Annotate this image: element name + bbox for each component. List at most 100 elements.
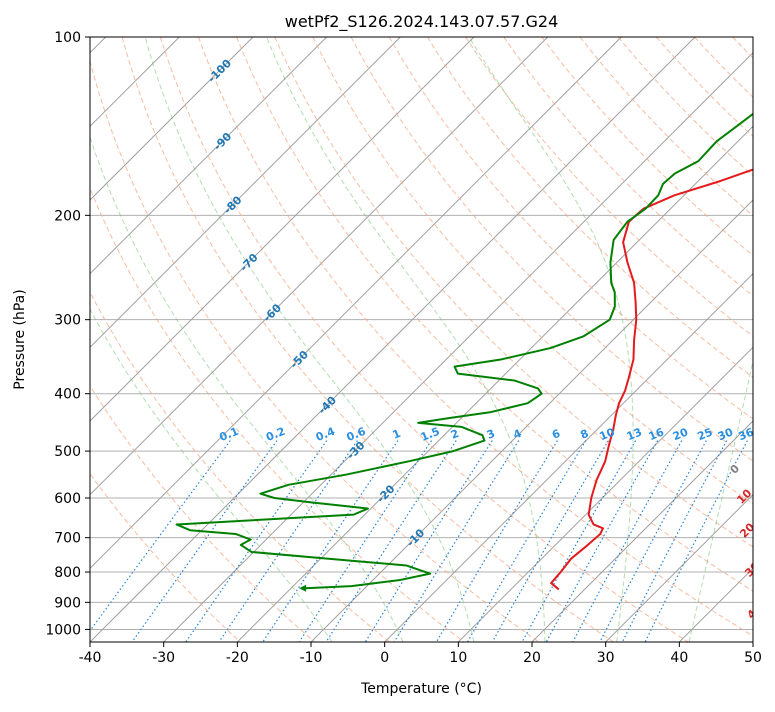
y-tick-label: 400 [54,387,81,403]
y-tick-label: 100 [54,30,81,46]
x-tick-label: -40 [79,650,102,666]
chart-title: wetPf2_S126.2024.143.07.57.G24 [285,12,559,32]
x-tick-label: -10 [300,650,323,666]
mixing-ratio-label: 20 [671,425,690,443]
x-tick-label: -20 [226,650,249,666]
mixing-ratio-label-group: 8 [579,427,591,442]
y-axis-label: Pressure (hPa) [12,289,28,389]
mixing-ratio-line [90,440,231,632]
mixing-ratio-label-group: 10 [598,425,617,443]
isotherm-line [90,37,254,201]
dry-adiabat [90,291,390,642]
isotherm-line [90,37,328,275]
mixing-ratio-label: 1 [391,427,403,442]
isotherm-label: 10 [734,486,754,506]
mixing-ratio-label: 2 [449,427,461,442]
isotherm-line [310,199,753,642]
x-axis-label: Temperature (°C) [360,681,482,697]
mixing-ratio-label: 36 [737,425,756,443]
dry-adiabat [541,37,753,257]
mixing-ratio-line [644,440,748,642]
moist-adiabat [90,135,404,642]
mixing-ratio-label: 10 [598,425,617,443]
dry-adiabat [198,37,753,637]
isotherm-label-group: 10 [734,486,754,506]
mixing-ratio-line [262,440,399,642]
isotherm-label: 40 [745,601,765,621]
isotherm-line [531,420,753,642]
mixing-ratio-label: 25 [695,425,714,443]
mixing-ratio-label: 8 [579,427,591,442]
isotherm-label: 30 [742,560,762,580]
dry-adiabat [90,59,540,642]
y-tick-label: 200 [54,208,81,224]
dry-adiabat [388,37,753,420]
mixing-ratio-line [131,440,278,642]
dry-adiabat [90,384,316,642]
isotherm-line [90,37,401,349]
y-tick-label: 1000 [45,622,81,638]
isotherm-line [384,272,753,642]
x-tick-label: 40 [670,650,688,666]
moist-adiabat [266,37,546,642]
y-tick-label: 300 [54,313,81,329]
isotherm-line [236,125,753,642]
mixing-ratio-line [218,440,358,642]
isotherm-label-group: 30 [742,560,762,580]
dry-adiabat [159,37,689,642]
mixing-ratio-line [185,440,328,642]
isotherm-line [605,493,753,642]
mixing-ratio-label-group: 13 [625,425,644,443]
isotherm-line [90,37,549,496]
dry-adiabat [90,186,465,642]
mixing-ratio-label-group: 2 [449,427,461,442]
dry-adiabat [312,37,753,505]
mixing-ratio-label-group: 20 [671,425,690,443]
mixing-ratio-label-group: 36 [737,425,756,443]
isotherm-line [90,37,622,570]
isotherm-line [163,51,753,642]
mixing-ratio-line [621,440,728,642]
dry-adiabat [503,37,753,297]
x-tick-label: 10 [449,650,467,666]
mixing-ratio-line [545,440,659,642]
plot-frame [89,36,754,643]
moist-adiabat [144,37,475,642]
dry-adiabat [426,37,753,378]
x-tick-label: 20 [523,650,541,666]
mixing-ratio-label-group: 3 [485,427,497,442]
mixing-ratio-label: 13 [625,425,644,443]
mixing-ratio-line [298,440,432,642]
dry-adiabat [274,37,753,548]
mixing-ratio-line [325,440,457,642]
x-tick-label: 0 [380,650,389,666]
mixing-ratio-line [466,440,587,642]
dry-adiabat [236,37,753,592]
dry-adiabat [121,37,614,642]
mixing-ratio-label: 30 [716,425,735,443]
isotherm-label-group: 40 [745,601,765,621]
background-grid [90,37,753,642]
mixing-ratio-label-group: 16 [647,425,666,443]
x-tick-label: 30 [597,650,615,666]
mixing-ratio-label: 16 [647,425,666,443]
isotherm-line [90,37,475,422]
mixing-ratio-line [521,440,637,642]
y-tick-label: 800 [54,565,81,581]
isotherm-line [457,346,753,642]
dry-adiabat [617,37,753,177]
mixing-ratio-label-group: 25 [695,425,714,443]
dewpoint-line [175,112,753,590]
y-tick-label: 600 [54,491,81,507]
moist-adiabat [90,308,333,642]
mixing-ratio-label-group: 30 [716,425,735,443]
isotherm-line [90,37,696,642]
mixing-ratio-line [491,440,609,642]
mixing-ratio-line [435,440,558,642]
y-tick-label: 700 [54,531,81,547]
moist-adiabat [688,358,753,642]
y-tick-label: 500 [54,444,81,460]
